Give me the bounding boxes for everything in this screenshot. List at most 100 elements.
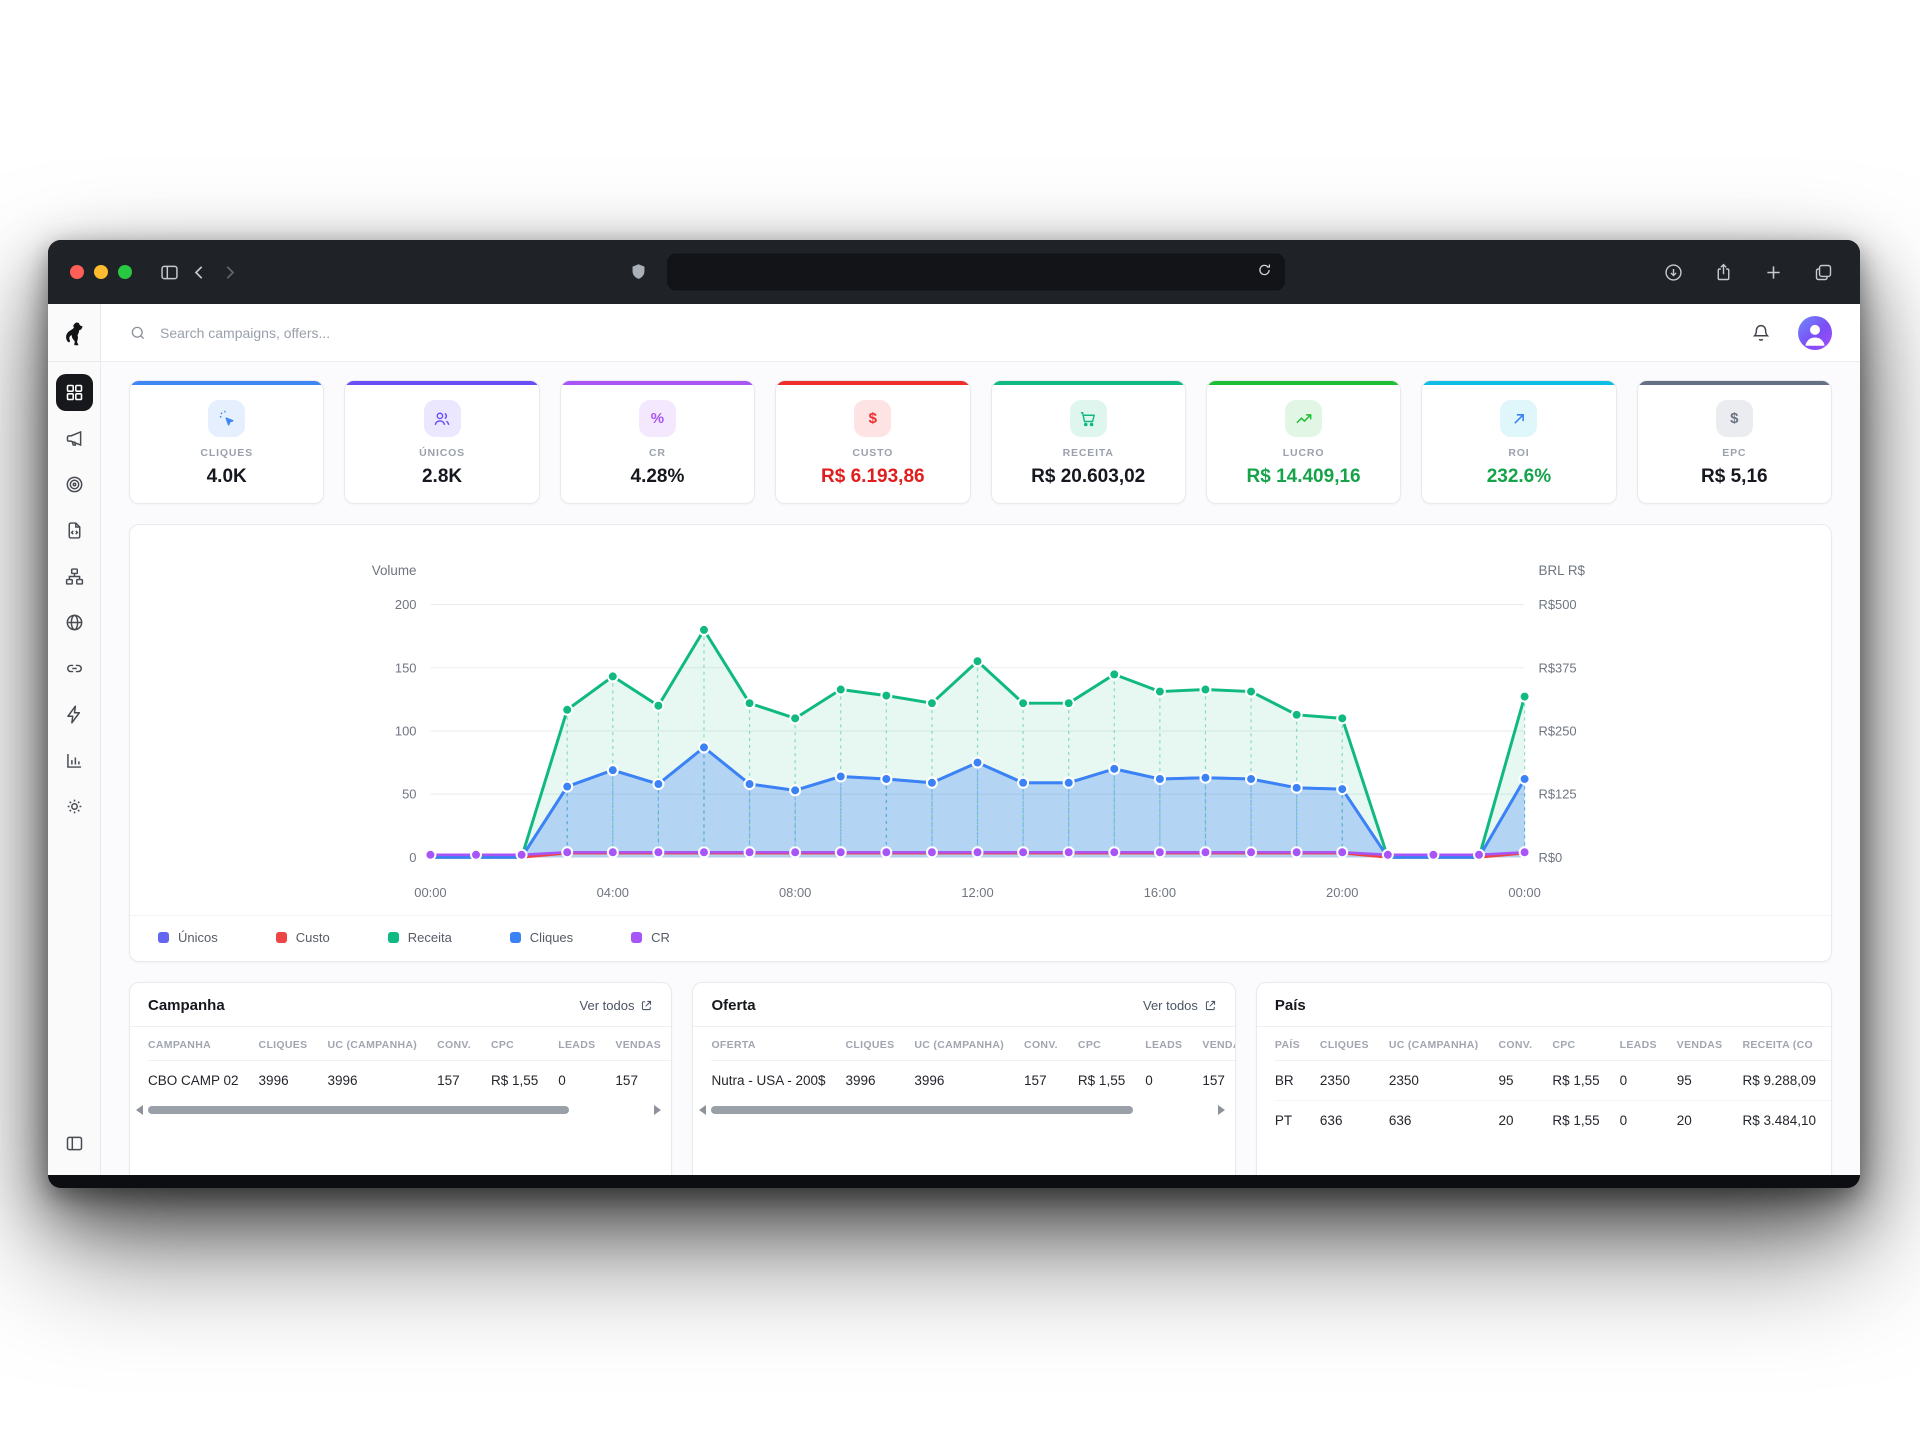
sidebar-collapse-icon[interactable]	[64, 1133, 85, 1175]
table-card-header: País	[1256, 983, 1831, 1028]
forward-icon[interactable]	[214, 257, 244, 287]
browser-sidebar-toggle-icon[interactable]	[154, 257, 184, 287]
column-header: CLIQUES	[845, 1027, 915, 1062]
back-icon[interactable]	[184, 257, 214, 287]
new-tab-icon[interactable]	[1758, 257, 1788, 287]
sidebar-item-domains[interactable]	[56, 604, 93, 641]
legend-swatch	[509, 932, 521, 944]
legend-item-cliques[interactable]: Cliques	[509, 930, 573, 945]
table-cell: 95	[1676, 1060, 1743, 1102]
kpi-accent-strip	[991, 381, 1185, 385]
table-cell: 2350	[1319, 1060, 1389, 1102]
kpi-card-cliques: CLIQUES 4.0K	[129, 380, 325, 504]
browser-titlebar	[48, 240, 1860, 304]
performance-chart[interactable]: 0 R$0 50 R$125 100 R$250 150 R$375 200 R$500 Volum…	[130, 525, 1831, 911]
horizontal-scrollbar	[693, 1100, 1234, 1116]
table-cell: 0	[558, 1073, 566, 1089]
sidebar-item-dashboard[interactable]	[55, 374, 93, 411]
close-window-button[interactable]	[70, 265, 84, 279]
svg-text:R$500: R$500	[1539, 597, 1577, 612]
legend-label: Únicos	[178, 930, 218, 946]
svg-text:Volume: Volume	[372, 563, 417, 578]
svg-text:R$250: R$250	[1539, 723, 1577, 738]
scroll-right-arrow[interactable]	[1217, 1105, 1225, 1116]
svg-text:00:00: 00:00	[414, 885, 446, 900]
scroll-left-arrow[interactable]	[699, 1105, 707, 1116]
table-cell: R$ 9.288,09	[1742, 1060, 1831, 1102]
column-header: UC (CAMPANHA)	[327, 1027, 438, 1062]
column-header: CPC	[1552, 1027, 1620, 1062]
table-cell: 157	[615, 1073, 638, 1089]
reload-icon[interactable]	[1256, 261, 1273, 283]
kpi-value: 4.0K	[206, 466, 247, 487]
column-header: LEADS	[1145, 1027, 1203, 1062]
address-bar[interactable]	[667, 253, 1285, 291]
search-icon	[129, 324, 147, 342]
scrollbar-thumb[interactable]	[711, 1106, 1133, 1115]
legend-item-custo[interactable]: Custo	[275, 930, 330, 945]
legend-item-unicos[interactable]: Únicos	[158, 930, 218, 945]
sidebar-item-automation[interactable]	[56, 696, 93, 733]
scrollbar-thumb[interactable]	[148, 1106, 570, 1115]
column-header: CPC	[1077, 1027, 1146, 1062]
sidebar-item-landing-pages[interactable]	[56, 512, 93, 549]
tab-overview-icon[interactable]	[1808, 257, 1838, 287]
svg-text:04:00: 04:00	[597, 885, 629, 900]
legend-label: CR	[651, 930, 670, 946]
search-input[interactable]	[160, 324, 590, 341]
sidebar-item-offers[interactable]	[56, 466, 93, 503]
column-header: CLIQUES	[258, 1027, 328, 1062]
notifications-bell-icon[interactable]	[1750, 322, 1772, 344]
svg-text:R$0: R$0	[1539, 850, 1563, 865]
sidebar-item-campaigns[interactable]	[56, 420, 93, 457]
column-header: CPC	[490, 1027, 559, 1062]
svg-text:200: 200	[395, 597, 417, 612]
user-avatar[interactable]	[1798, 315, 1832, 350]
table-cell: 157	[1024, 1073, 1047, 1089]
table: CAMPANHA CLIQUES UC (CAMPANHA) CONV. CPC LEAD…	[130, 1027, 672, 1100]
svg-text:08:00: 08:00	[779, 885, 811, 900]
ver-todos-link[interactable]: Ver todos	[580, 998, 654, 1013]
table-cell: 3996	[914, 1073, 945, 1089]
file-code-icon	[64, 520, 85, 541]
sidebar-item-settings[interactable]	[56, 788, 93, 825]
privacy-shield-icon[interactable]	[623, 257, 653, 287]
sidebar-item-flows[interactable]	[56, 558, 93, 595]
users-icon	[423, 400, 461, 437]
external-link-icon	[1204, 999, 1217, 1012]
legend-item-cr[interactable]: CR	[631, 930, 670, 945]
sidebar-item-links[interactable]	[56, 650, 93, 687]
ver-todos-link[interactable]: Ver todos	[1143, 998, 1217, 1013]
topbar	[101, 304, 1860, 362]
svg-text:16:00: 16:00	[1144, 885, 1176, 900]
svg-text:50: 50	[402, 787, 416, 802]
address-input[interactable]	[679, 264, 1256, 280]
table-cell: 3996	[327, 1073, 358, 1089]
zoom-window-button[interactable]	[118, 265, 132, 279]
scrollbar-track[interactable]	[711, 1106, 1212, 1115]
scroll-right-arrow[interactable]	[654, 1105, 662, 1116]
column-header: LEADS	[1619, 1027, 1677, 1062]
downloads-icon[interactable]	[1658, 257, 1688, 287]
table-cell: 0	[1619, 1060, 1677, 1102]
cursor-click-icon	[208, 400, 246, 437]
scrollbar-track[interactable]	[148, 1106, 649, 1115]
scroll-left-arrow[interactable]	[136, 1105, 143, 1116]
column-header: LEADS	[558, 1027, 616, 1062]
legend-item-receita[interactable]: Receita	[387, 930, 452, 946]
kpi-label: EPC	[1722, 447, 1747, 459]
svg-text:0: 0	[409, 850, 416, 865]
column-header: CONV.	[1024, 1027, 1078, 1062]
kpi-accent-strip	[1637, 381, 1831, 385]
app-logo[interactable]	[48, 304, 100, 362]
performance-chart-card: 0 R$0 50 R$125 100 R$250 150 R$375 200 R$500 Volum…	[129, 524, 1832, 963]
share-icon[interactable]	[1708, 257, 1738, 287]
table-cell: BR	[1274, 1060, 1320, 1102]
horizontal-scrollbar	[130, 1100, 671, 1116]
minimize-window-button[interactable]	[94, 265, 108, 279]
sidebar-item-reports[interactable]	[56, 742, 93, 779]
dashboard-content: CLIQUES 4.0K ÚNICOS 2.8K % CR 4.28% $ CU…	[101, 362, 1860, 1175]
column-header: CLIQUES	[1319, 1027, 1389, 1062]
kpi-value: R$ 6.193,86	[821, 466, 925, 487]
legend-label: Receita	[407, 930, 452, 946]
